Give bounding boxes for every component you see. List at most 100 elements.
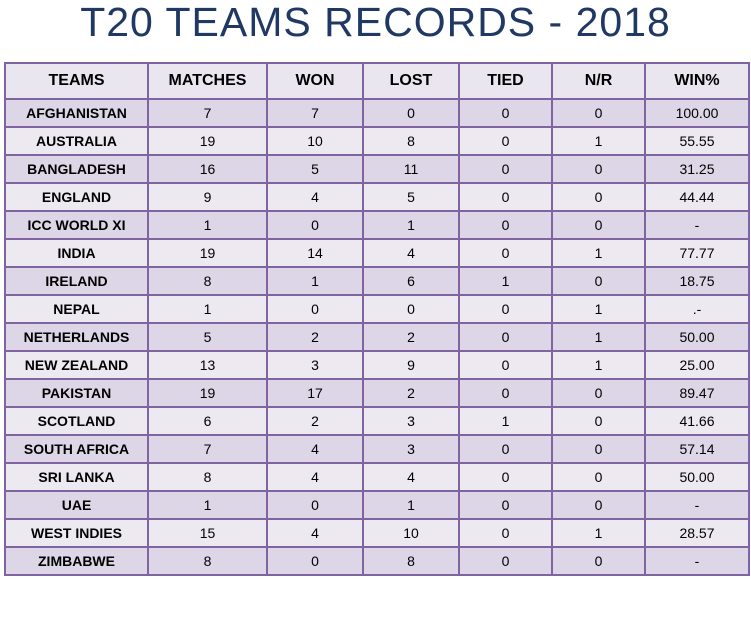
column-header-nr: N/R [551,62,646,100]
lost-cell: 3 [362,406,460,436]
matches-cell: 19 [147,378,268,408]
lost-cell: 0 [362,294,460,324]
won-cell: 17 [266,378,364,408]
won-cell: 7 [266,98,364,128]
win-pct-cell: 44.44 [644,182,750,212]
lost-cell: 6 [362,266,460,296]
matches-cell: 8 [147,462,268,492]
win-pct-cell: 77.77 [644,238,750,268]
tied-cell: 1 [458,406,553,436]
matches-cell: 8 [147,266,268,296]
win-pct-cell: 25.00 [644,350,750,380]
team-cell: BANGLADESH [4,154,149,184]
matches-cell: 19 [147,126,268,156]
won-cell: 3 [266,350,364,380]
tied-cell: 0 [458,434,553,464]
team-cell: SCOTLAND [4,406,149,436]
matches-cell: 7 [147,434,268,464]
tied-cell: 0 [458,126,553,156]
team-cell: UAE [4,490,149,520]
tied-cell: 0 [458,546,553,576]
matches-cell: 1 [147,490,268,520]
win-pct-cell: 89.47 [644,378,750,408]
lost-cell: 9 [362,350,460,380]
lost-cell: 8 [362,126,460,156]
table-row: NEPAL 1 0 0 0 1 .- [4,294,750,324]
tied-cell: 0 [458,462,553,492]
column-header-tied: TIED [458,62,553,100]
tied-cell: 1 [458,266,553,296]
nr-cell: 0 [551,98,646,128]
tied-cell: 0 [458,154,553,184]
won-cell: 2 [266,406,364,436]
win-pct-cell: 57.14 [644,434,750,464]
tied-cell: 0 [458,322,553,352]
matches-cell: 1 [147,210,268,240]
won-cell: 4 [266,434,364,464]
table-row: ZIMBABWE 8 0 8 0 0- [4,546,750,576]
table-row: NETHERLANDS 5 2 2 0 1 50.00 [4,322,750,352]
team-cell: WEST INDIES [4,518,149,548]
table-row: WEST INDIES 15 4 10 0 1 28.57 [4,518,750,548]
nr-cell: 0 [551,154,646,184]
column-header-lost: LOST [362,62,460,100]
table-row: ENGLAND 9 4 5 0 0 44.44 [4,182,750,212]
column-header-win-pct: WIN% [644,62,750,100]
won-cell: 4 [266,182,364,212]
win-pct-cell: - [644,546,750,576]
win-pct-cell: 100.00 [644,98,750,128]
win-pct-cell: 18.75 [644,266,750,296]
win-pct-cell: 50.00 [644,462,750,492]
lost-cell: 8 [362,546,460,576]
lost-cell: 0 [362,98,460,128]
matches-cell: 8 [147,546,268,576]
table-row: AUSTRALIA 19 10 8 0 1 55.55 [4,126,750,156]
nr-cell: 1 [551,518,646,548]
nr-cell: 0 [551,378,646,408]
lost-cell: 1 [362,210,460,240]
matches-cell: 1 [147,294,268,324]
table-row: SOUTH AFRICA 7 4 3 0 0 57.14 [4,434,750,464]
win-pct-cell: 55.55 [644,126,750,156]
tied-cell: 0 [458,182,553,212]
tied-cell: 0 [458,98,553,128]
win-pct-cell: 50.00 [644,322,750,352]
team-cell: INDIA [4,238,149,268]
won-cell: 1 [266,266,364,296]
nr-cell: 0 [551,266,646,296]
matches-cell: 19 [147,238,268,268]
won-cell: 10 [266,126,364,156]
team-cell: NEW ZEALAND [4,350,149,380]
team-cell: IRELAND [4,266,149,296]
nr-cell: 0 [551,434,646,464]
matches-cell: 9 [147,182,268,212]
win-pct-cell: 28.57 [644,518,750,548]
table-row: SRI LANKA 8 4 4 0 0 50.00 [4,462,750,492]
won-cell: 0 [266,294,364,324]
table-row: ICC WORLD XI 1 0 1 0 0- [4,210,750,240]
nr-cell: 0 [551,546,646,576]
table-row: IRELAND 8 1 6 1 0 18.75 [4,266,750,296]
won-cell: 2 [266,322,364,352]
column-header-matches: MATCHES [147,62,268,100]
team-cell: AUSTRALIA [4,126,149,156]
win-pct-cell: - [644,490,750,520]
team-cell: NEPAL [4,294,149,324]
table-row: UAE 1 0 1 0 0- [4,490,750,520]
win-pct-cell: .- [644,294,750,324]
tied-cell: 0 [458,518,553,548]
table-row: SCOTLAND 6 2 3 1 0 41.66 [4,406,750,436]
nr-cell: 0 [551,462,646,492]
won-cell: 4 [266,518,364,548]
lost-cell: 3 [362,434,460,464]
won-cell: 0 [266,546,364,576]
won-cell: 14 [266,238,364,268]
table-row: AFGHANISTAN 7 7 0 0 0 100.00 [4,98,750,128]
team-cell: ZIMBABWE [4,546,149,576]
team-cell: SRI LANKA [4,462,149,492]
matches-cell: 13 [147,350,268,380]
table-row: NEW ZEALAND 13 3 9 0 1 25.00 [4,350,750,380]
nr-cell: 0 [551,182,646,212]
lost-cell: 1 [362,490,460,520]
matches-cell: 5 [147,322,268,352]
